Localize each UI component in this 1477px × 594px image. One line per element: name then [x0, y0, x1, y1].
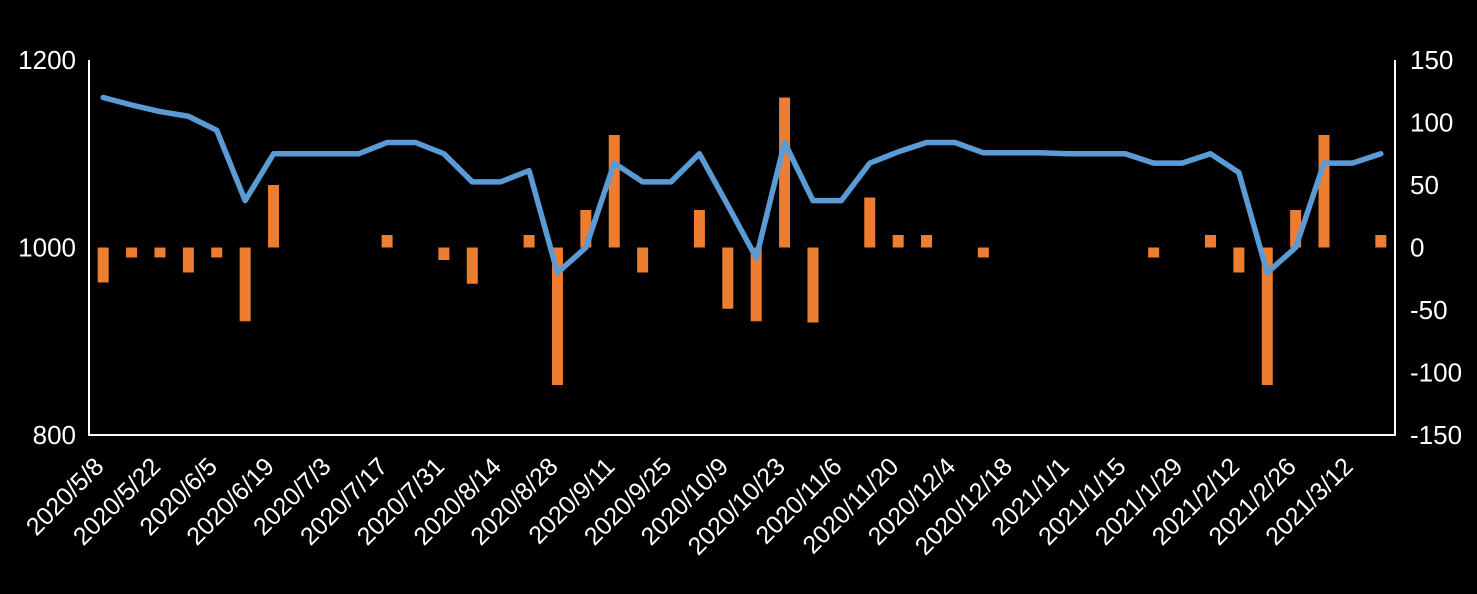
bar — [750, 247, 762, 322]
left-axis-tick-label: 800 — [33, 420, 76, 450]
bar — [1290, 210, 1302, 248]
right-axis-tick-label: -150 — [1410, 420, 1462, 450]
bar — [722, 247, 734, 309]
bar — [211, 247, 223, 258]
bar — [580, 210, 592, 248]
bar — [438, 247, 450, 260]
line-series-group — [100, 94, 1384, 276]
bar — [921, 235, 933, 248]
left-axis-tick-label: 1200 — [18, 45, 76, 75]
right-axis-tick-label: -100 — [1410, 358, 1462, 388]
bar-series-group — [97, 97, 1387, 385]
bar — [523, 235, 535, 248]
bar — [637, 247, 649, 273]
bar — [97, 247, 109, 283]
bar — [807, 247, 819, 323]
bar — [154, 247, 166, 258]
bar — [239, 247, 251, 322]
bar — [381, 235, 393, 248]
bar — [551, 247, 563, 385]
bar — [1261, 247, 1273, 385]
bar — [1233, 247, 1245, 273]
right-axis-tick-label: 100 — [1410, 108, 1453, 138]
axes-group — [88, 60, 1396, 436]
axis-labels-group: 12001000800150100500-50-100-1502020/5/82… — [18, 45, 1462, 561]
bar — [892, 235, 904, 248]
bar — [126, 247, 138, 258]
bar — [693, 210, 705, 248]
bar — [977, 247, 989, 258]
right-axis-tick-label: 50 — [1410, 170, 1439, 200]
bar — [1148, 247, 1160, 258]
bar — [779, 97, 791, 248]
bar — [466, 247, 478, 284]
bar — [268, 185, 280, 248]
bar — [182, 247, 194, 273]
line-series — [100, 94, 1384, 276]
bar — [1204, 235, 1216, 248]
right-axis-tick-label: -50 — [1410, 295, 1448, 325]
right-axis-tick-label: 0 — [1410, 233, 1424, 263]
right-axis-tick-label: 150 — [1410, 45, 1453, 75]
bar — [608, 135, 620, 248]
bar — [1375, 235, 1387, 248]
bar — [1318, 135, 1330, 248]
bar — [864, 197, 876, 248]
left-axis-tick-label: 1000 — [18, 233, 76, 263]
